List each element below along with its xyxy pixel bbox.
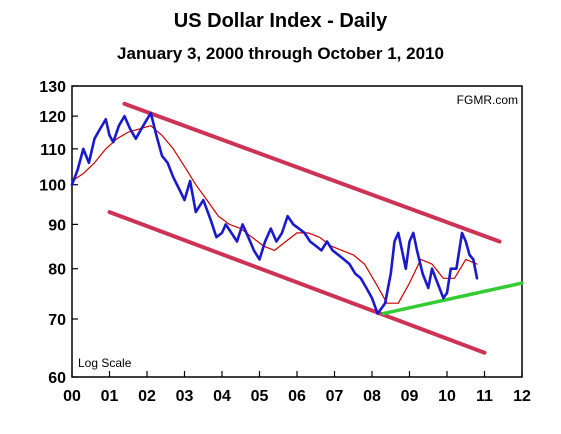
y-tick-label: 100 <box>39 178 66 195</box>
y-tick-label: 60 <box>48 370 66 387</box>
x-tick-label: 01 <box>101 388 119 405</box>
y-tick-label: 120 <box>39 109 66 126</box>
x-tick-label: 12 <box>513 388 531 405</box>
x-tick-label: 07 <box>326 388 344 405</box>
support-line <box>381 281 524 316</box>
x-tick-label: 09 <box>401 388 419 405</box>
x-axis: 00 01 02 03 04 05 06 07 08 09 10 11 12 <box>63 371 531 405</box>
x-tick-label: 08 <box>363 388 381 405</box>
x-tick-label: 06 <box>288 388 306 405</box>
y-tick-label: 70 <box>48 312 66 329</box>
price-line <box>70 111 479 315</box>
y-axis: 60 70 80 90 100 110 120 130 <box>39 79 78 387</box>
chart-title: US Dollar Index - Daily <box>173 10 388 32</box>
x-tick-label: 11 <box>476 388 493 405</box>
upper-channel-line <box>122 101 502 244</box>
x-tick-label: 04 <box>213 388 231 405</box>
y-tick-label: 110 <box>40 142 66 159</box>
x-tick-label: 00 <box>63 388 81 405</box>
y-tick-label: 80 <box>48 262 66 279</box>
x-tick-label: 02 <box>138 388 156 405</box>
watermark-label: FGMR.com <box>457 93 518 107</box>
lower-channel-line <box>107 210 487 355</box>
y-tick-label: 90 <box>48 217 66 234</box>
chart-subtitle: January 3, 2000 through October 1, 2010 <box>117 44 444 63</box>
series-layer <box>70 101 524 355</box>
x-tick-label: 10 <box>438 388 456 405</box>
scale-note-label: Log Scale <box>78 356 132 370</box>
average-line <box>71 125 478 304</box>
y-tick-label: 130 <box>39 79 66 96</box>
x-tick-label: 05 <box>251 388 269 405</box>
x-tick-label: 03 <box>176 388 194 405</box>
